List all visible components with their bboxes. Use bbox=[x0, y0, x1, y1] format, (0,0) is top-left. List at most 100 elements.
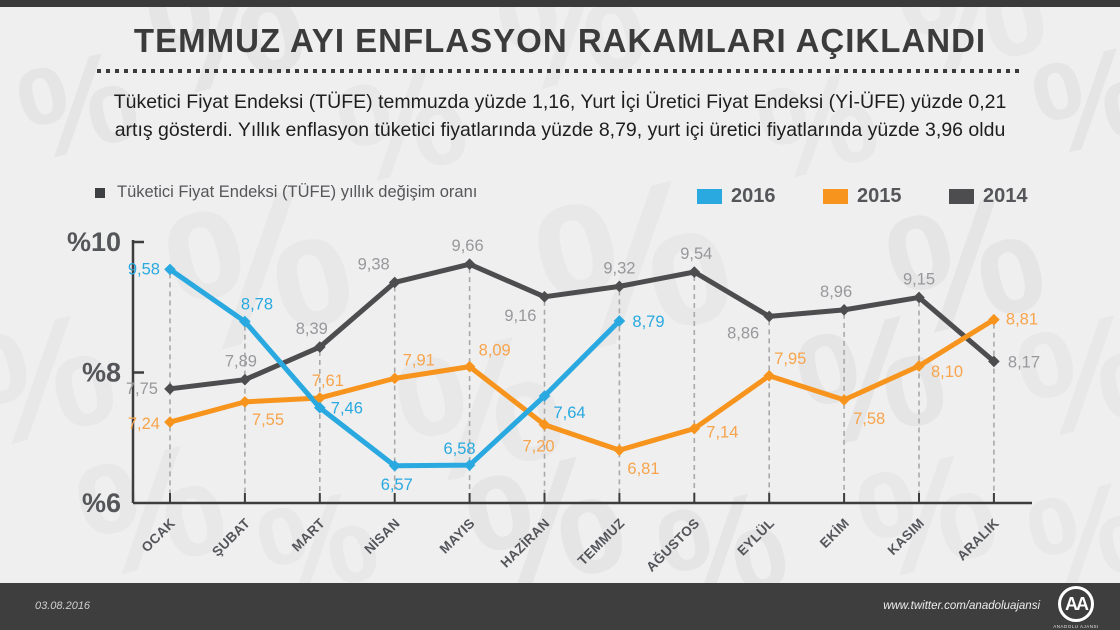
data-point-2015 bbox=[913, 360, 925, 372]
data-point-2014 bbox=[838, 304, 850, 316]
data-point-2015 bbox=[239, 396, 251, 408]
top-accent-bar bbox=[0, 0, 1120, 7]
value-label-2016: 8,78 bbox=[241, 296, 273, 314]
data-point-2016 bbox=[613, 315, 626, 327]
legend-item-2016: 2016 bbox=[697, 185, 776, 208]
legend-item-2014: 2014 bbox=[949, 185, 1028, 208]
value-label-2016: 7,64 bbox=[554, 404, 586, 422]
data-point-2015 bbox=[688, 422, 701, 435]
month-label: ARALIK bbox=[954, 516, 1002, 564]
aa-logo-icon: AA bbox=[1058, 586, 1094, 622]
data-point-2014 bbox=[388, 276, 401, 289]
y-axis-label: %6 bbox=[82, 488, 121, 518]
subtitle-line-1: Tüketici Fiyat Endeksi (TÜFE) temmuzda y… bbox=[113, 91, 1007, 113]
data-point-2014 bbox=[239, 373, 251, 386]
data-point-2015 bbox=[314, 392, 326, 404]
value-label-2014: 9,16 bbox=[504, 307, 536, 325]
data-point-2016 bbox=[314, 401, 326, 414]
data-point-2014 bbox=[913, 291, 925, 304]
data-point-2015 bbox=[763, 369, 775, 382]
square-bullet-icon bbox=[95, 187, 105, 198]
data-point-2014 bbox=[763, 310, 775, 323]
month-label: ŞUBAT bbox=[209, 515, 253, 559]
chart-series-legend: Tüketici Fiyat Endeksi (TÜFE) yıllık değ… bbox=[95, 183, 477, 202]
month-label: EKİM bbox=[817, 516, 852, 551]
month-label: HAZİRAN bbox=[498, 516, 553, 571]
month-label: NİSAN bbox=[361, 516, 402, 557]
data-point-2015 bbox=[538, 418, 551, 431]
data-point-2015 bbox=[388, 372, 401, 385]
aa-logo-caption: ANADOLU AJANSI bbox=[1053, 624, 1099, 629]
data-point-2016 bbox=[239, 315, 251, 328]
value-label-2016: 6,58 bbox=[443, 440, 475, 458]
month-label: OCAK bbox=[139, 516, 179, 556]
value-label-2014: 7,75 bbox=[126, 380, 158, 398]
data-point-2014 bbox=[164, 383, 176, 395]
footer-bar: 03.08.2016 www.twitter.com/anadoluajansi… bbox=[0, 583, 1120, 630]
data-point-2014 bbox=[988, 355, 1000, 368]
data-point-2014 bbox=[314, 341, 326, 353]
publish-date: 03.08.2016 bbox=[35, 600, 91, 612]
series-line-2014 bbox=[167, 261, 997, 392]
data-point-2016 bbox=[463, 459, 476, 471]
value-label-2015: 7,91 bbox=[403, 351, 435, 369]
value-label-2014: 8,39 bbox=[296, 320, 328, 338]
value-label-2015: 8,09 bbox=[479, 342, 511, 360]
aa-agency-logo: AA ANADOLU AJANSI bbox=[1050, 586, 1102, 629]
value-label-2014: 8,96 bbox=[820, 283, 852, 301]
subtitle: Tüketici Fiyat Endeksi (TÜFE) temmuzda y… bbox=[0, 88, 1120, 144]
value-label-2014: 7,89 bbox=[225, 353, 257, 371]
value-label-2015: 7,20 bbox=[522, 438, 554, 456]
value-label-2014: 9,38 bbox=[358, 255, 390, 273]
value-label-2016: 8,79 bbox=[632, 313, 664, 331]
value-label-2016: 6,57 bbox=[381, 476, 413, 494]
data-point-2014 bbox=[613, 280, 626, 293]
month-label: EYLÜL bbox=[734, 516, 777, 559]
series-line-2015 bbox=[167, 317, 997, 453]
value-label-2014: 9,54 bbox=[680, 245, 712, 263]
value-label-2016: 7,46 bbox=[331, 400, 363, 418]
data-point-2014 bbox=[688, 266, 701, 278]
value-label-2015: 7,14 bbox=[706, 424, 738, 442]
value-label-2015: 7,95 bbox=[774, 350, 806, 368]
value-label-2015: 7,24 bbox=[128, 415, 160, 433]
value-label-2015: 6,81 bbox=[627, 460, 659, 478]
legend-label-2014: 2014 bbox=[983, 185, 1028, 207]
data-point-2016 bbox=[388, 460, 401, 472]
data-point-2016 bbox=[538, 390, 551, 402]
value-label-2014: 8,17 bbox=[1008, 353, 1040, 371]
month-label: AĞUSTOS bbox=[643, 516, 702, 575]
value-label-2015: 8,10 bbox=[931, 363, 963, 381]
value-label-2015: 7,61 bbox=[312, 372, 344, 390]
data-point-2015 bbox=[988, 313, 1000, 326]
month-label: TEMMUZ bbox=[575, 516, 628, 569]
value-label-2014: 9,32 bbox=[603, 259, 635, 277]
y-axis-label: %10 bbox=[67, 227, 121, 257]
value-label-2014: 9,66 bbox=[452, 237, 484, 255]
legend-swatch-2015 bbox=[823, 189, 848, 204]
data-point-2015 bbox=[164, 416, 176, 428]
value-label-2015: 8,81 bbox=[1006, 311, 1038, 329]
legend-swatch-2016 bbox=[697, 189, 722, 204]
month-label: MAYIS bbox=[437, 516, 478, 557]
legend-swatch-2014 bbox=[949, 189, 974, 204]
month-label: MART bbox=[289, 515, 328, 554]
legend-item-2015: 2015 bbox=[823, 185, 902, 208]
data-point-2016 bbox=[164, 263, 176, 276]
legend-label-2016: 2016 bbox=[731, 185, 776, 207]
value-label-2015: 7,58 bbox=[853, 410, 885, 428]
subtitle-line-2: artış gösterdi. Yıllık enflasyon tüketic… bbox=[114, 119, 1006, 141]
series-legend-label: Tüketici Fiyat Endeksi (TÜFE) yıllık değ… bbox=[117, 183, 478, 201]
value-label-2016: 9,58 bbox=[128, 260, 160, 278]
page-title: TEMMUZ AYI ENFLASYON RAKAMLARI AÇIKLANDI bbox=[133, 22, 987, 59]
legend-label-2015: 2015 bbox=[857, 185, 902, 207]
data-point-2015 bbox=[463, 360, 476, 373]
value-label-2015: 7,55 bbox=[252, 411, 284, 429]
dashed-divider bbox=[97, 69, 1023, 73]
month-label: KASIM bbox=[885, 516, 927, 558]
value-label-2014: 9,15 bbox=[903, 270, 935, 288]
data-point-2015 bbox=[613, 444, 626, 456]
data-point-2014 bbox=[463, 258, 476, 270]
